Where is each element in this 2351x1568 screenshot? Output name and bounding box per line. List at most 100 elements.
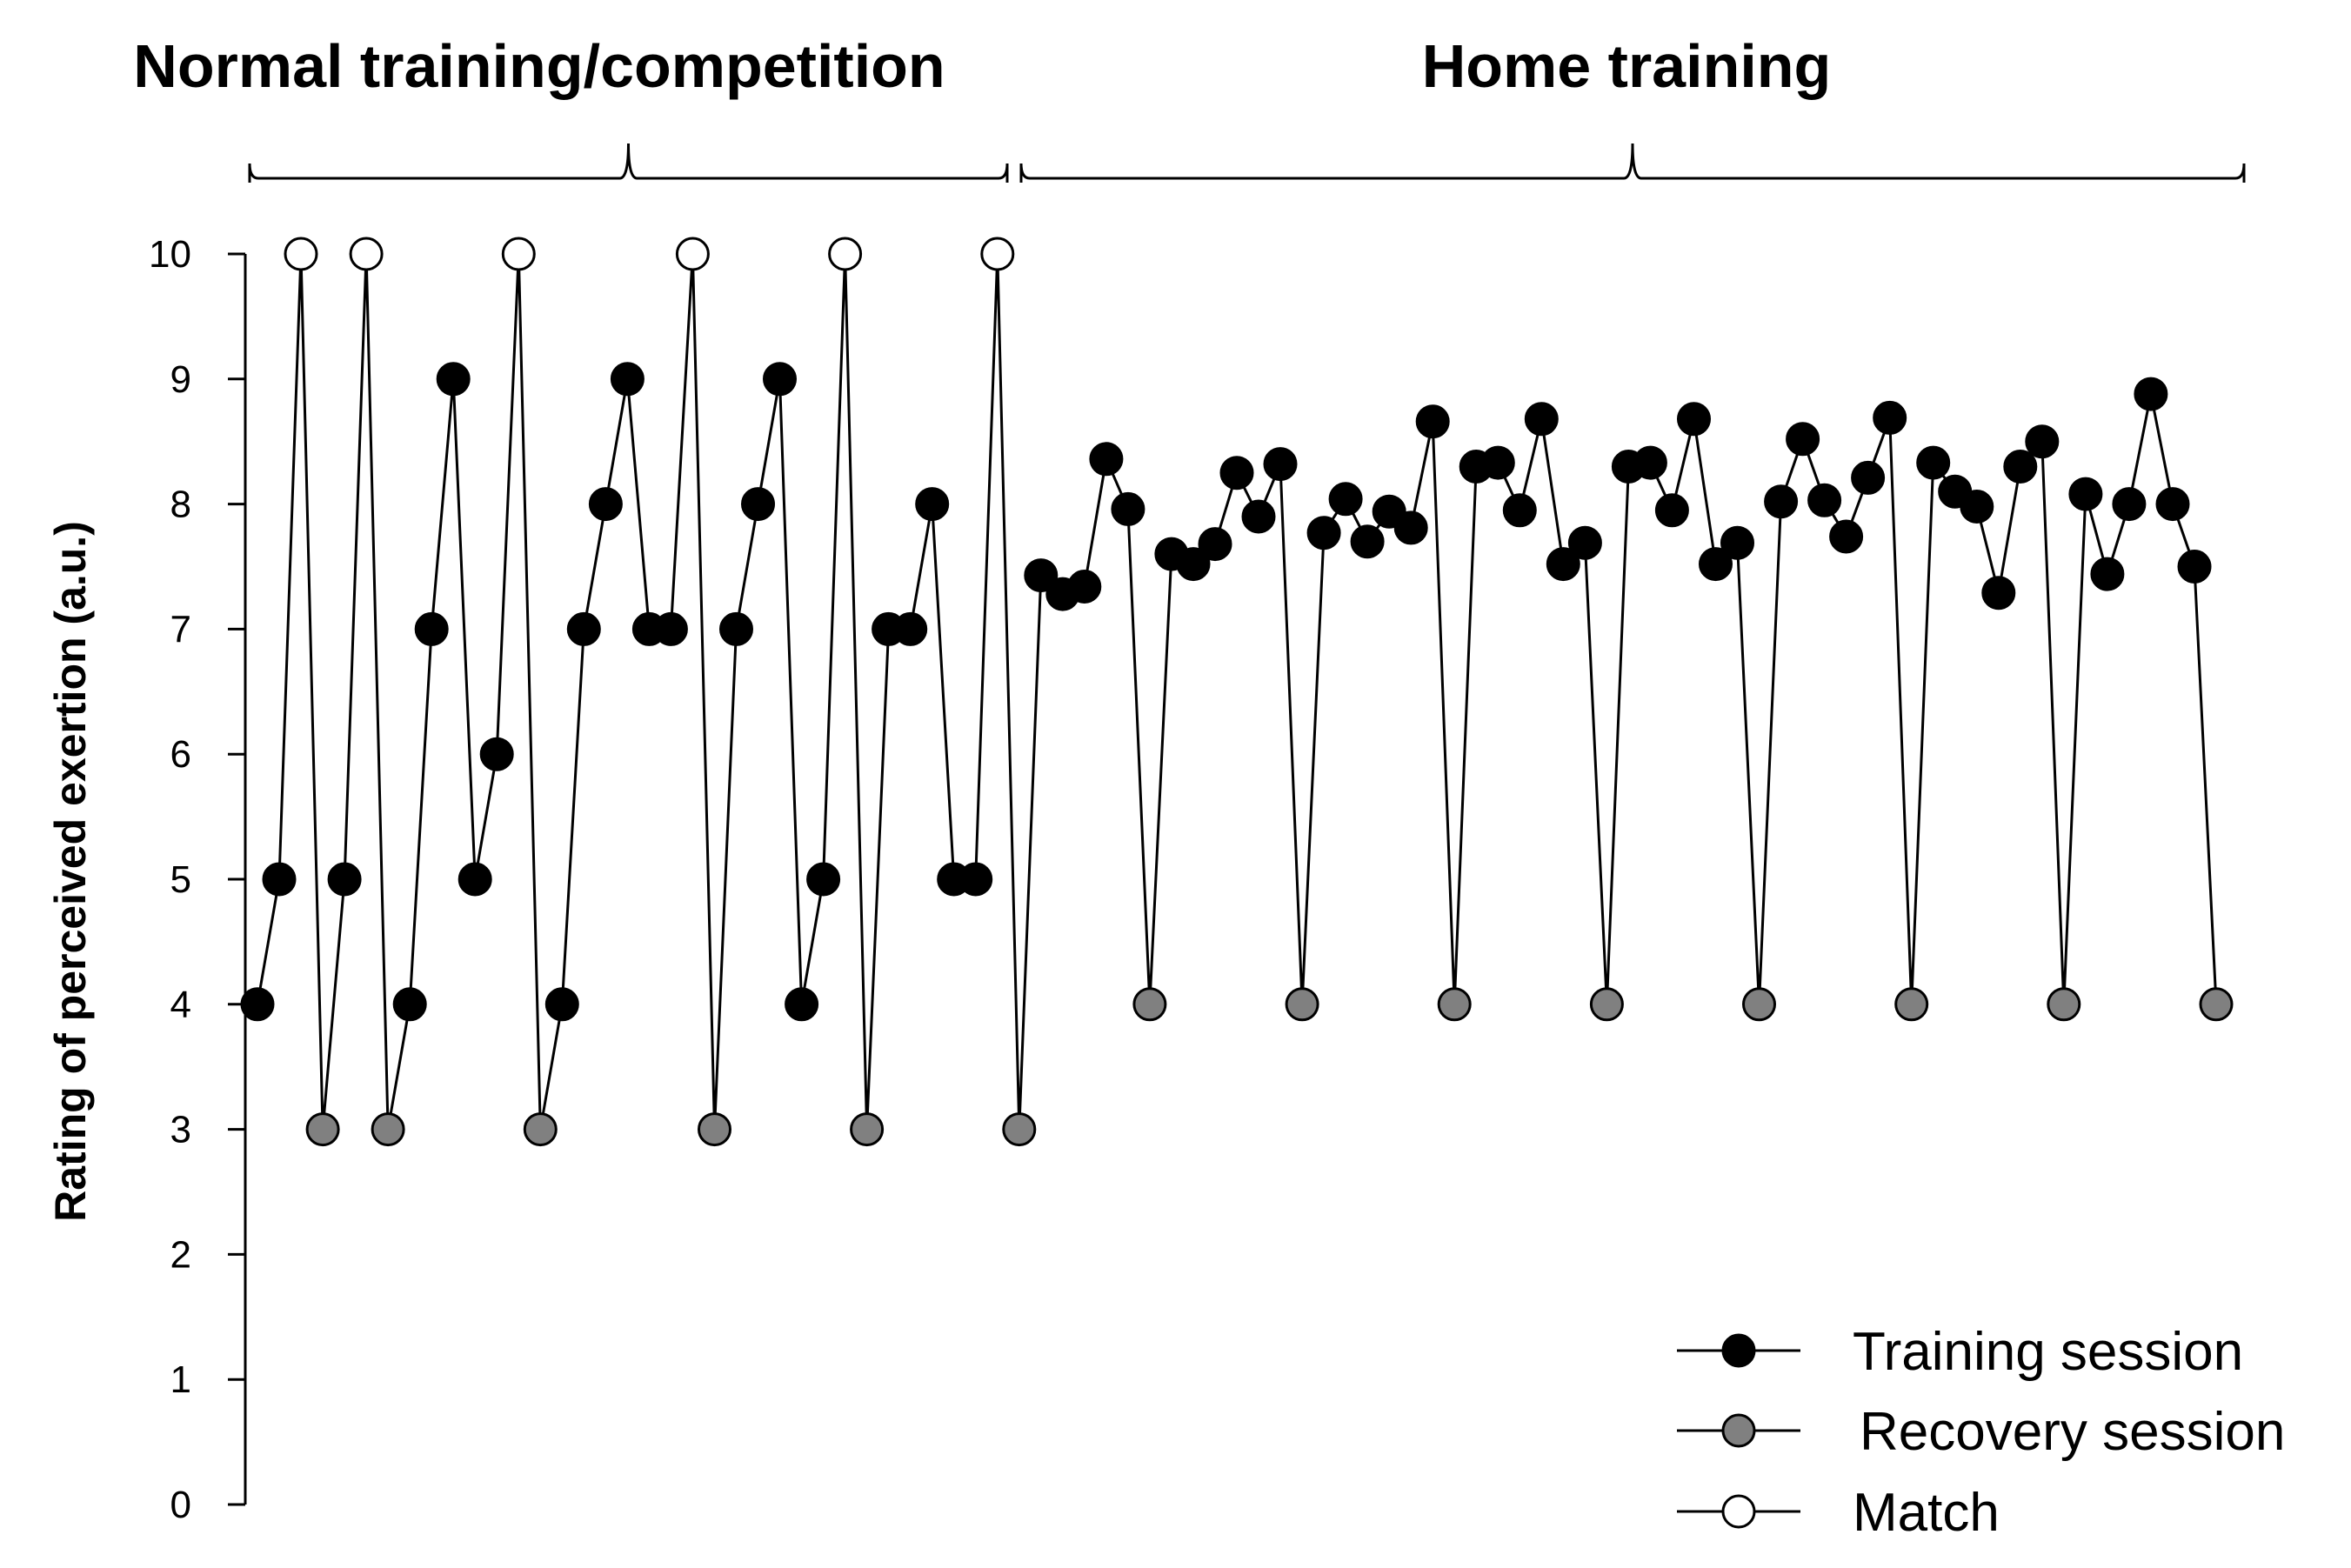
training-session-point	[566, 611, 601, 646]
training-session-point	[806, 862, 841, 897]
training-session-point	[544, 987, 579, 1022]
training-session-point	[1916, 445, 1951, 480]
training-session-point	[1350, 524, 1385, 559]
phase-label-normal: Normal training/competition	[133, 32, 945, 100]
training-session-point	[1241, 499, 1276, 534]
y-tick-label: 1	[170, 1358, 191, 1401]
training-session-point	[588, 487, 623, 522]
training-session-point	[893, 611, 928, 646]
recovery-session-point	[2199, 987, 2234, 1022]
y-tick-label: 9	[170, 358, 191, 401]
training-session-point	[1328, 482, 1363, 517]
recovery-session-point	[2047, 987, 2081, 1022]
y-axis-label: Rating of perceived exertion (a.u.)	[46, 521, 95, 1222]
y-axis: 0 1 2 3 4 5 6 7 8 9 10	[149, 233, 247, 1526]
recovery-session-point	[371, 1112, 405, 1147]
training-session-point	[1415, 404, 1450, 439]
match-point	[349, 237, 384, 271]
phase-label-home: Home training	[1422, 32, 1832, 100]
y-tick-label: 10	[149, 233, 191, 276]
match-point	[675, 237, 710, 271]
training-session-point	[1654, 493, 1689, 528]
training-session-point	[1633, 445, 1667, 480]
training-session-point	[1567, 525, 1602, 560]
training-session-point	[2068, 477, 2103, 511]
match-point	[980, 237, 1015, 271]
training-session-point	[1677, 402, 1711, 437]
phase-braces	[248, 143, 2246, 183]
training-session-point	[915, 487, 950, 522]
training-session-point	[719, 611, 753, 646]
recovery-session-point	[523, 1112, 558, 1147]
legend-label-match: Match	[1853, 1483, 2000, 1543]
training-session-point	[1067, 570, 1102, 604]
recovery-session-point	[1132, 987, 1167, 1022]
y-tick-label: 4	[170, 984, 191, 1026]
training-session-point	[1764, 484, 1799, 519]
phase-brace	[248, 143, 1009, 183]
legend-label-training: Training session	[1853, 1322, 2243, 1382]
training-session-point	[458, 862, 492, 897]
recovery-session-point	[1589, 987, 1624, 1022]
training-session-point	[2134, 377, 2168, 411]
training-session-point	[1111, 491, 1145, 526]
training-session-point	[2090, 557, 2125, 591]
training-session-point	[1176, 547, 1211, 582]
training-session-point	[2155, 487, 2190, 522]
legend-item-match: Match	[1677, 1483, 2000, 1543]
y-tick-label: 7	[170, 608, 191, 651]
match-point	[501, 237, 536, 271]
y-tick-label: 8	[170, 484, 191, 526]
training-session-point	[479, 737, 514, 771]
training-session-point	[1393, 510, 1428, 545]
training-session-point	[1306, 516, 1341, 550]
training-session-point	[240, 987, 275, 1022]
recovery-session-point	[1742, 987, 1776, 1022]
training-session-point	[741, 487, 775, 522]
legend: Training session Recovery session Match	[1677, 1322, 2285, 1543]
training-session-point	[1089, 442, 1124, 477]
y-tick-label: 0	[170, 1484, 191, 1526]
training-session-point	[763, 362, 797, 397]
training-session-point	[436, 362, 471, 397]
training-session-point	[785, 987, 819, 1022]
training-session-point	[2025, 424, 2060, 459]
training-session-point	[1198, 527, 1232, 562]
training-session-point	[1219, 456, 1254, 490]
recovery-session-point	[1437, 987, 1472, 1022]
training-session-point	[1502, 493, 1537, 528]
training-session-point	[2003, 450, 2038, 484]
training-session-point	[1480, 445, 1515, 480]
match-point	[284, 237, 318, 271]
legend-item-training: Training session	[1677, 1322, 2243, 1382]
training-session-point	[1981, 576, 2016, 611]
training-session-point	[958, 862, 993, 897]
training-session-point	[327, 862, 362, 897]
training-session-point	[610, 362, 645, 397]
training-session-point	[392, 987, 427, 1022]
legend-item-recovery: Recovery session	[1677, 1402, 2285, 1462]
match-point	[828, 237, 863, 271]
training-session-point	[1524, 402, 1559, 437]
training-session-point	[1786, 422, 1820, 457]
legend-label-recovery: Recovery session	[1860, 1402, 2285, 1462]
recovery-session-point	[305, 1112, 340, 1147]
training-session-point	[1546, 547, 1580, 582]
training-session-point	[1720, 525, 1754, 560]
recovery-session-point	[850, 1112, 885, 1147]
recovery-session-point	[1002, 1112, 1037, 1147]
legend-marker-match	[1721, 1494, 1756, 1529]
training-session-point	[1873, 400, 1907, 435]
training-session-point	[1851, 460, 1886, 495]
recovery-session-point	[698, 1112, 731, 1147]
training-session-point	[2112, 487, 2147, 522]
training-session-point	[1807, 483, 1842, 517]
training-session-point	[1263, 447, 1298, 482]
training-session-point	[414, 611, 449, 646]
legend-marker-recovery	[1721, 1413, 1756, 1448]
y-tick-label: 2	[170, 1233, 191, 1276]
recovery-session-point	[1894, 987, 1929, 1022]
recovery-session-point	[1285, 987, 1319, 1022]
y-tick-label: 6	[170, 733, 191, 776]
